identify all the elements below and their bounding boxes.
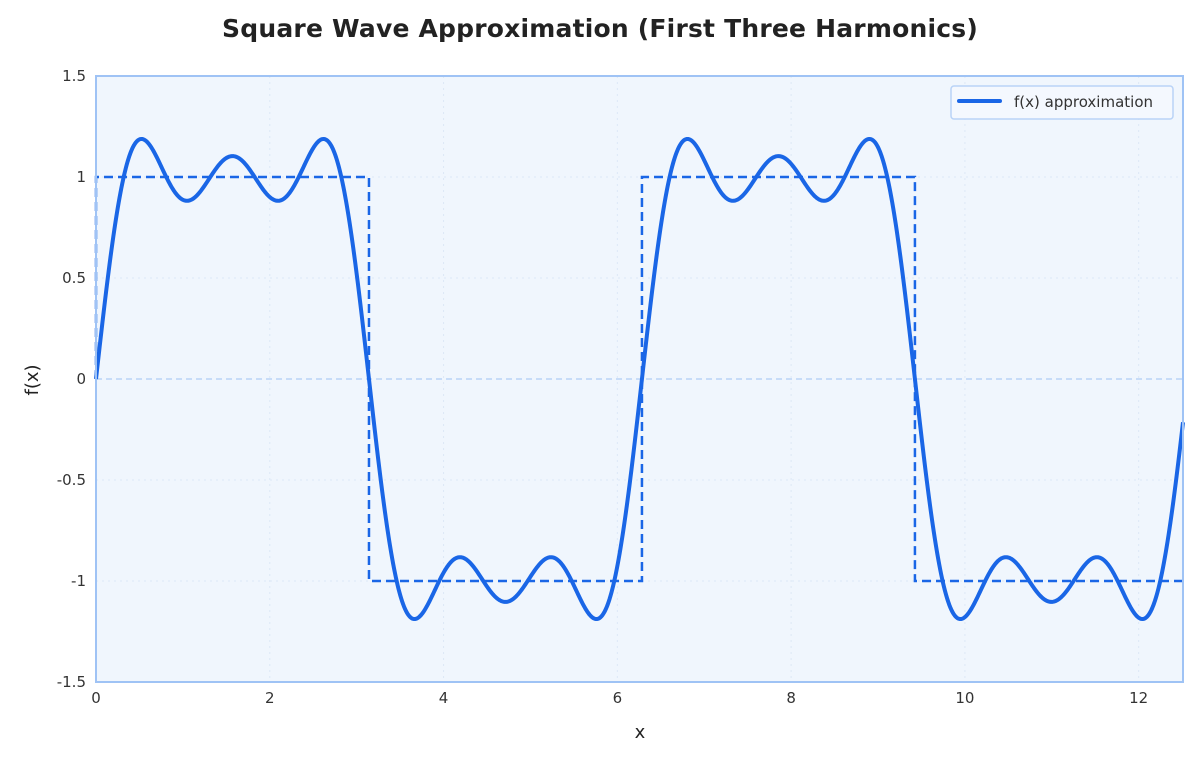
approximation-line bbox=[94, 136, 1185, 622]
chart-title: Square Wave Approximation (First Three H… bbox=[222, 14, 978, 43]
x-tick-label: 4 bbox=[439, 689, 449, 707]
x-tick-label: 0 bbox=[91, 689, 101, 707]
legend: f(x) approximation bbox=[950, 85, 1174, 120]
y-axis-ticks: -1.5 -1 -0.5 0 0.5 1 1.5 bbox=[57, 67, 86, 691]
square-wave-dashed-line bbox=[94, 175, 1183, 583]
x-axis-label: x bbox=[635, 722, 646, 743]
legend-label: f(x) approximation bbox=[1014, 93, 1153, 111]
y-axis-label: f(x) bbox=[22, 364, 43, 395]
y-tick-label: -1.5 bbox=[57, 673, 86, 691]
x-tick-label: 10 bbox=[955, 689, 974, 707]
x-tick-label: 12 bbox=[1129, 689, 1148, 707]
y-tick-label: 0.5 bbox=[62, 269, 86, 287]
legend-box bbox=[950, 85, 1174, 120]
plot-border bbox=[95, 75, 1184, 683]
x-tick-label: 6 bbox=[613, 689, 623, 707]
y-tick-label: -0.5 bbox=[57, 471, 86, 489]
x-tick-label: 2 bbox=[265, 689, 275, 707]
x-axis-ticks: 0 2 4 6 8 10 12 bbox=[91, 689, 1148, 707]
y-tick-label: 1 bbox=[76, 168, 86, 186]
x-tick-label: 8 bbox=[786, 689, 796, 707]
y-tick-label: 1.5 bbox=[62, 67, 86, 85]
y-tick-label: 0 bbox=[76, 370, 86, 388]
y-tick-label: -1 bbox=[71, 572, 86, 590]
